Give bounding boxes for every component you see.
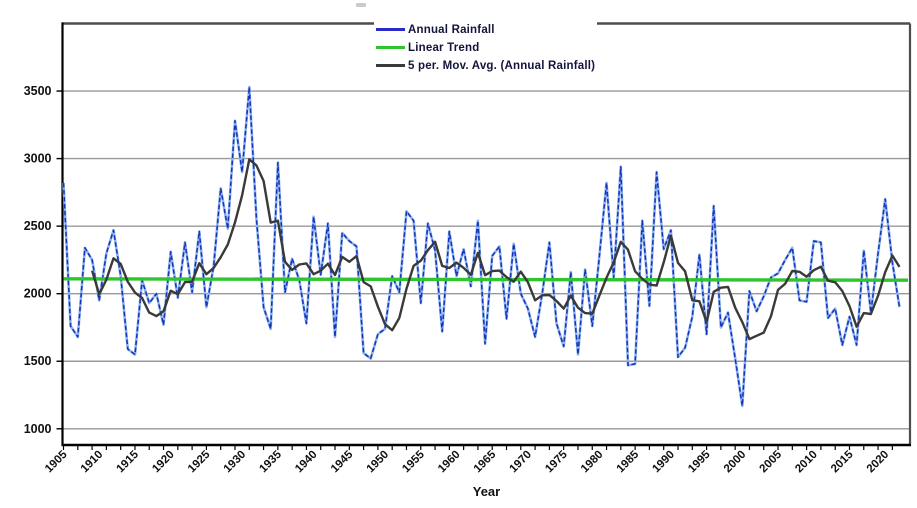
x-tick-label: 1990 <box>650 449 677 476</box>
y-tick-label: 2000 <box>24 287 52 301</box>
x-tick-label: 2015 <box>829 448 856 475</box>
legend-label: Annual Rainfall <box>408 23 495 36</box>
x-tick-label: 1950 <box>365 449 392 476</box>
x-tick-label: 2010 <box>793 449 820 476</box>
legend-item-moving-average: 5 per. Mov. Avg. (Annual Rainfall) <box>376 58 595 73</box>
x-tick-label: 1940 <box>293 449 320 476</box>
legend-label: Linear Trend <box>408 41 480 54</box>
x-tick-label: 1965 <box>472 448 499 475</box>
x-tick-label: 1975 <box>543 448 570 475</box>
legend-label: 5 per. Mov. Avg. (Annual Rainfall) <box>408 59 596 72</box>
y-tick-label: 3500 <box>24 84 52 98</box>
annual-rainfall-swatch-icon <box>376 28 405 31</box>
x-tick-label: 1980 <box>579 449 606 476</box>
x-tick-label: 1920 <box>150 449 177 476</box>
x-axis-title: Year <box>472 484 501 499</box>
linear-trend-line <box>63 277 909 282</box>
x-tick-label: 2020 <box>865 449 892 476</box>
annual-rainfall-line <box>62 86 901 407</box>
moving-average-line <box>90 158 901 341</box>
moving-average-swatch-icon <box>376 64 405 67</box>
y-tick-label: 1000 <box>24 422 52 436</box>
title-artifact-smudge <box>356 3 366 7</box>
chart-legend: Annual Rainfall Linear Trend 5 per. Mov.… <box>374 21 598 74</box>
y-tick-label: 2500 <box>24 219 52 233</box>
x-tick-label: 1915 <box>114 448 141 475</box>
x-tick-label: 2000 <box>722 449 749 476</box>
x-tick-label: 1955 <box>400 448 427 475</box>
y-tick-label: 1500 <box>24 354 52 368</box>
x-tick-label: 1905 <box>43 448 70 475</box>
x-tick-label: 1985 <box>615 448 642 475</box>
x-tick-label: 1995 <box>686 448 713 475</box>
x-tick-label: 1945 <box>329 448 356 475</box>
legend-item-annual-rainfall: Annual Rainfall <box>376 22 595 37</box>
x-tick-label: 1935 <box>257 448 284 475</box>
x-tick-label: 1910 <box>79 449 106 476</box>
annual-rainfall-line-halo <box>62 85 901 408</box>
x-tick-label: 1930 <box>222 449 249 476</box>
x-tick-label: 2005 <box>758 448 785 475</box>
x-tick-label: 1960 <box>436 449 463 476</box>
linear-trend-swatch-icon <box>376 46 405 49</box>
legend-item-linear-trend: Linear Trend <box>376 40 595 55</box>
x-tick-label: 1970 <box>507 449 534 476</box>
y-tick-label: 3000 <box>24 152 52 166</box>
x-tick-label: 1925 <box>186 448 213 475</box>
